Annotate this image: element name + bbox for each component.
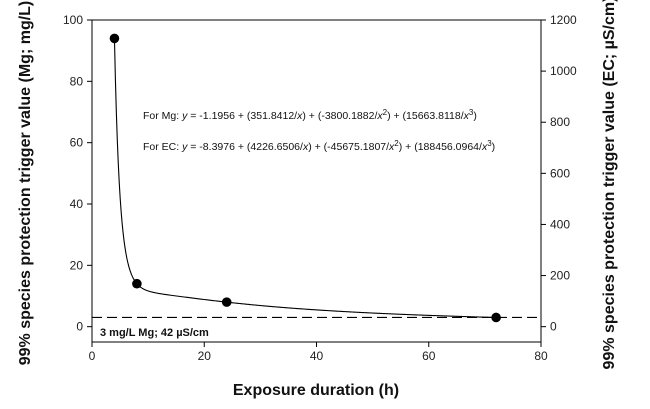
- y-right-tick-label: 400: [550, 217, 570, 231]
- x-tick-label: 20: [198, 349, 212, 363]
- y-right-axis-title: 99% species protection trigger value (EC…: [601, 0, 618, 369]
- y-right-tick-label: 0: [550, 320, 557, 334]
- x-axis: 0 20 40 60 80: [89, 342, 548, 363]
- equation-ec: For EC: y = -8.3976 + (4226.6506/x) + (-…: [143, 139, 495, 153]
- x-tick-label: 60: [422, 349, 436, 363]
- equation-mg: For Mg: y = -1.1956 + (351.8412/x) + (-3…: [143, 108, 477, 122]
- data-points: [109, 33, 501, 323]
- y-right-tick-label: 800: [550, 115, 570, 129]
- y-left-tick-label: 100: [63, 13, 83, 27]
- y-axis-left: 0 20 40 60 80 100: [63, 13, 92, 334]
- y-right-tick-label: 600: [550, 166, 570, 180]
- y-left-tick-label: 40: [70, 197, 84, 211]
- y-right-tick-label: 1200: [550, 13, 577, 27]
- reference-line-label: 3 mg/L Mg; 42 µS/cm: [100, 327, 209, 339]
- fit-curve: [113, 38, 497, 319]
- y-left-tick-label: 20: [70, 258, 84, 272]
- data-point: [221, 297, 232, 307]
- y-right-tick-label: 1000: [550, 64, 577, 78]
- data-point: [491, 312, 501, 323]
- y-axis-right: 0 200 400 600 800 1000 1200: [541, 13, 577, 334]
- data-point: [132, 278, 142, 289]
- y-left-tick-label: 0: [76, 320, 83, 334]
- data-point: [109, 33, 120, 44]
- x-axis-title: Exposure duration (h): [233, 382, 399, 399]
- x-tick-label: 40: [310, 349, 324, 363]
- y-right-tick-label: 200: [550, 269, 570, 283]
- x-tick-label: 0: [89, 349, 96, 363]
- y-left-tick-label: 80: [70, 74, 84, 88]
- y-left-tick-label: 60: [70, 136, 84, 150]
- y-left-axis-title: 99% species protection trigger value (Mg…: [17, 1, 34, 366]
- x-tick-label: 80: [534, 349, 548, 363]
